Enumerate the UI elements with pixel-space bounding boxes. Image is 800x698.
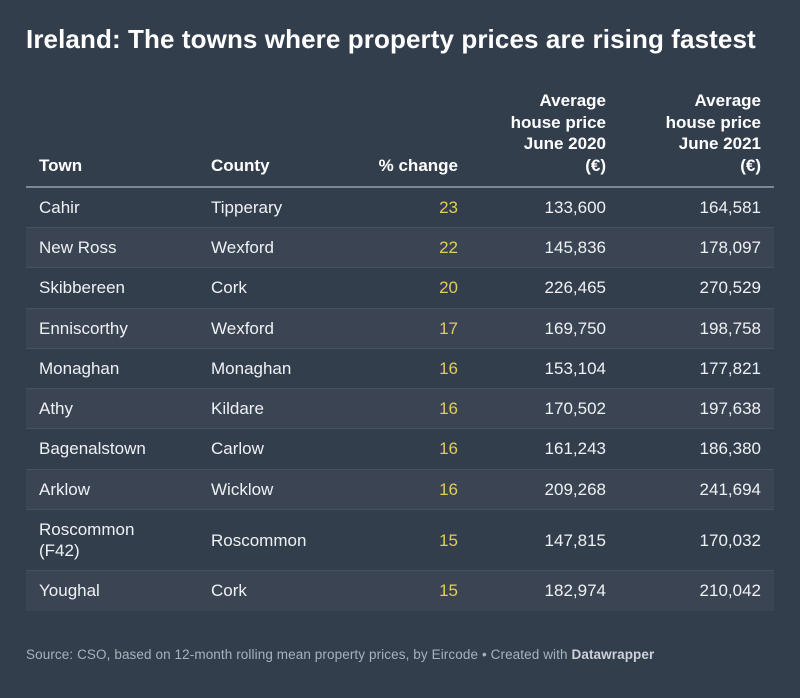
pct-change-cell: 23 <box>439 197 458 217</box>
county-cell: Carlow <box>211 439 264 459</box>
column-header-town: Town <box>39 156 83 176</box>
price-2020-cell: 147,815 <box>544 530 606 550</box>
pct-change-cell: 16 <box>439 439 458 459</box>
town-cell: Arklow <box>39 479 91 499</box>
county-cell: Wexford <box>211 238 274 258</box>
column-header-price-june-2020: Average house price June 2020 (€) <box>510 90 606 176</box>
town-cell: Bagenalstown <box>39 439 146 459</box>
table-row: Enniscorthy Wexford 17 169,750 198,758 <box>26 308 774 349</box>
price-2021-cell: 210,042 <box>699 581 761 601</box>
table-row: Monaghan Monaghan 16 153,104 177,821 <box>26 348 774 388</box>
table-header: Town County % change Average house price… <box>26 90 774 187</box>
price-2020-cell: 133,600 <box>544 197 606 217</box>
price-2021-cell: 197,638 <box>699 399 761 419</box>
pct-change-cell: 15 <box>439 581 458 601</box>
table-row: Bagenalstown Carlow 16 161,243 186,380 <box>26 428 774 469</box>
price-2020-cell: 182,974 <box>544 581 606 601</box>
price-2021-cell: 198,758 <box>699 318 761 338</box>
pct-change-cell: 15 <box>439 530 458 550</box>
pct-change-cell: 16 <box>439 399 458 419</box>
price-2020-cell: 209,268 <box>544 479 606 499</box>
county-cell: Wexford <box>211 318 274 338</box>
town-cell: Roscommon (F42) <box>39 519 135 561</box>
price-2021-cell: 186,380 <box>699 439 761 459</box>
price-2020-cell: 169,750 <box>544 318 606 338</box>
price-2021-cell: 178,097 <box>699 238 761 258</box>
page-title: Ireland: The towns where property prices… <box>26 24 756 54</box>
table-row: Arklow Wicklow 16 209,268 241,694 <box>26 469 774 510</box>
county-cell: Cork <box>211 278 247 298</box>
pct-change-cell: 22 <box>439 238 458 258</box>
column-header-price-june-2021: Average house price June 2021 (€) <box>665 90 761 176</box>
table-row: Skibbereen Cork 20 226,465 270,529 <box>26 267 774 308</box>
datawrapper-brand[interactable]: Datawrapper <box>571 646 655 662</box>
price-2020-cell: 161,243 <box>544 439 606 459</box>
table-row: New Ross Wexford 22 145,836 178,097 <box>26 227 774 268</box>
price-2020-cell: 226,465 <box>544 278 606 298</box>
town-cell: Enniscorthy <box>39 318 128 338</box>
source-text: Source: CSO, based on 12-month rolling m… <box>26 646 479 662</box>
town-cell: Youghal <box>39 581 100 601</box>
property-prices-table: Town County % change Average house price… <box>26 90 774 611</box>
table-row: Roscommon (F42) Roscommon 15 147,815 170… <box>26 509 774 571</box>
county-cell: Cork <box>211 581 247 601</box>
price-2021-cell: 270,529 <box>699 278 761 298</box>
pct-change-cell: 17 <box>439 318 458 338</box>
county-cell: Kildare <box>211 399 264 419</box>
town-cell: Athy <box>39 399 74 419</box>
table-row: Athy Kildare 16 170,502 197,638 <box>26 388 774 429</box>
county-cell: Tipperary <box>211 197 283 217</box>
table-row: Cahir Tipperary 23 133,600 164,581 <box>26 187 774 228</box>
price-2020-cell: 145,836 <box>544 238 606 258</box>
created-with-text: Created with <box>490 646 568 662</box>
column-header-county: County <box>211 156 270 176</box>
town-cell: Cahir <box>39 197 80 217</box>
pct-change-cell: 20 <box>439 278 458 298</box>
pct-change-cell: 16 <box>439 479 458 499</box>
town-cell: New Ross <box>39 238 117 258</box>
town-cell: Skibbereen <box>39 278 126 298</box>
price-2021-cell: 177,821 <box>699 358 761 378</box>
price-2021-cell: 170,032 <box>699 530 761 550</box>
price-2020-cell: 153,104 <box>544 358 606 378</box>
county-cell: Monaghan <box>211 358 292 378</box>
source-note: Source: CSO, based on 12-month rolling m… <box>26 647 774 662</box>
county-cell: Roscommon <box>211 530 307 550</box>
table-row: Youghal Cork 15 182,974 210,042 <box>26 570 774 611</box>
price-2020-cell: 170,502 <box>544 399 606 419</box>
separator-dot: • <box>481 646 487 662</box>
table-header-row: Town County % change Average house price… <box>26 90 774 187</box>
table-body: Cahir Tipperary 23 133,600 164,581 New R… <box>26 187 774 611</box>
town-cell: Monaghan <box>39 358 120 378</box>
column-header-pct-change: % change <box>378 156 458 176</box>
price-2021-cell: 241,694 <box>699 479 761 499</box>
price-2021-cell: 164,581 <box>699 197 761 217</box>
pct-change-cell: 16 <box>439 358 458 378</box>
county-cell: Wicklow <box>211 479 274 499</box>
